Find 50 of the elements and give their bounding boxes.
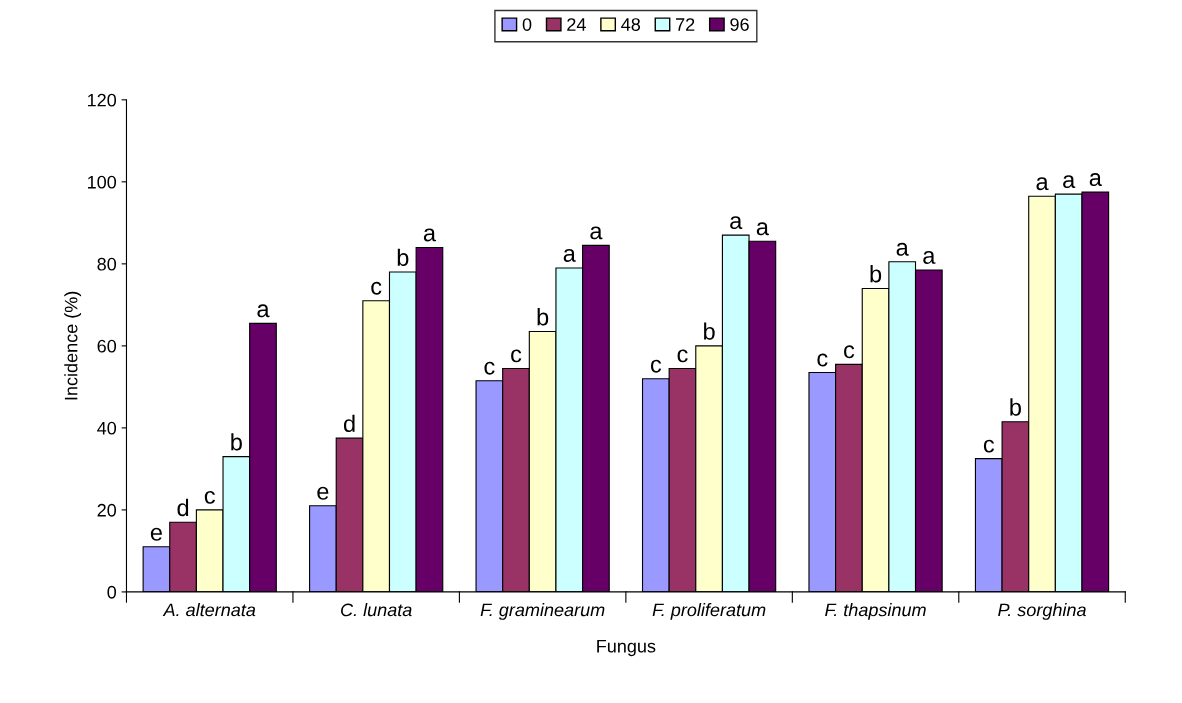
x-tick-label: F. proliferatum (652, 603, 766, 620)
data-label: a (1089, 173, 1102, 187)
data-label: a (257, 304, 270, 318)
y-tick-label: 100 (88, 175, 117, 189)
data-label: c (484, 361, 495, 375)
data-label: e (150, 527, 162, 541)
data-label: b (231, 433, 242, 451)
data-label: a (730, 216, 743, 230)
data-label: b (870, 265, 882, 283)
y-tick-label: 60 (97, 339, 117, 353)
x-tick-label: P. sorghina (998, 603, 1086, 620)
y-tick-label: 80 (97, 257, 117, 271)
legend-label: 48 (621, 18, 641, 31)
legend-label: 24 (567, 18, 586, 31)
data-label: c (650, 359, 662, 373)
y-tick-label: 20 (97, 503, 117, 517)
data-label: a (563, 248, 576, 262)
data-label: d (177, 498, 189, 517)
data-label: c (204, 490, 215, 504)
data-label: a (1036, 177, 1049, 191)
y-axis-title: Incidence (%) (64, 291, 82, 400)
data-label: c (983, 439, 995, 453)
data-label: a (1063, 175, 1076, 189)
data-label: c (511, 349, 522, 363)
y-tick-label: 0 (107, 585, 117, 599)
x-tick-label: A. alternata (162, 603, 256, 617)
legend-label: 0 (522, 18, 532, 31)
data-label: b (1010, 398, 1021, 416)
x-tick-label: C. lunata (341, 603, 412, 617)
data-label: a (590, 226, 603, 240)
data-label: a (896, 242, 909, 256)
data-label: b (397, 248, 409, 267)
x-tick-label: F. thapsinum (825, 603, 926, 620)
y-tick-label: 120 (88, 93, 117, 107)
data-label: b (537, 308, 549, 326)
data-label: e (317, 486, 329, 500)
data-label: a (756, 222, 769, 236)
data-label: c (677, 349, 688, 363)
y-tick-label: 40 (97, 421, 117, 435)
x-axis-title: Fungus (597, 639, 656, 657)
legend-label: 96 (730, 18, 749, 31)
data-label: b (704, 322, 715, 340)
data-label: a (423, 228, 437, 242)
data-label: c (844, 345, 855, 359)
data-label: c (371, 281, 382, 295)
data-label: d (343, 414, 355, 433)
data-label: c (817, 353, 828, 367)
legend-label: 72 (676, 18, 695, 31)
x-tick-label: F. graminearum (480, 603, 605, 620)
data-label: a (923, 251, 936, 264)
